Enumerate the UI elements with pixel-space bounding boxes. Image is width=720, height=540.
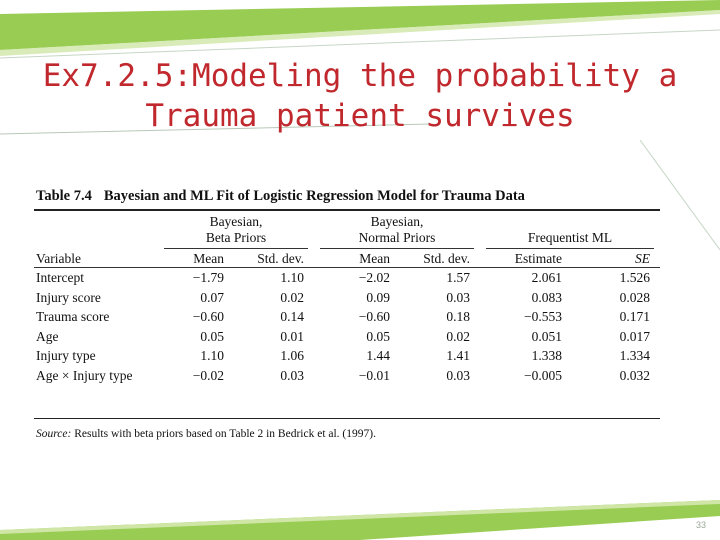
cell-beta-sd: 0.02	[280, 289, 304, 305]
col-ml-se: SE	[635, 251, 650, 266]
cell-norm-sd: 1.41	[446, 348, 470, 363]
table-number: Table 7.4	[36, 188, 92, 204]
right-decoration	[640, 140, 720, 251]
cell-norm-mean: −0.60	[358, 309, 390, 324]
cell-variable: Age	[36, 328, 59, 344]
cell-norm-sd: 0.18	[446, 309, 470, 324]
cell-norm-mean: −0.01	[358, 367, 390, 383]
title-underline-decoration	[0, 123, 431, 135]
cell-norm-sd: 1.57	[446, 270, 470, 285]
cell-ml-est: −0.005	[524, 367, 562, 383]
column-header-row: Variable Mean Std. dev. Mean Std. dev. E…	[34, 251, 660, 268]
col-beta-sd: Std. dev.	[257, 251, 304, 266]
bottom-decoration	[0, 500, 720, 540]
cell-ml-se: 0.028	[619, 289, 650, 305]
cell-beta-sd: 1.10	[280, 270, 304, 285]
table-row: Trauma score −0.60 0.14 −0.60 0.18 −0.553 0.17…	[34, 307, 660, 327]
cell-variable: Age × Injury type	[36, 367, 133, 383]
table-row: Injury score 0.07 0.02 0.09 0.03 0.083 0.028	[34, 288, 660, 308]
slide-title-line2: Trauma patient survives	[145, 98, 575, 134]
cell-ml-est: 2.061	[531, 270, 562, 285]
col-ml-estimate: Estimate	[514, 251, 562, 266]
table-caption: Table 7.4 Bayesian and ML Fit of Logistic…	[36, 188, 660, 205]
cell-beta-mean: 0.07	[200, 289, 224, 305]
cell-ml-est: −0.553	[524, 309, 562, 324]
table-row: Injury type 1.10 1.06 1.44 1.41 1.338 1.334	[34, 346, 660, 366]
group-beta-priors: Bayesian, Beta Priors	[158, 214, 314, 251]
table-body: Intercept −1.79 1.10 −2.02 1.57 2.061 1.526 Inj…	[34, 268, 660, 386]
cell-ml-se: 1.334	[619, 348, 650, 363]
col-variable: Variable	[36, 251, 81, 266]
cell-beta-mean: −0.02	[192, 367, 224, 383]
cell-norm-sd: 0.02	[446, 328, 470, 344]
cell-norm-mean: 0.05	[366, 328, 390, 344]
table-row: Intercept −1.79 1.10 −2.02 1.57 2.061 1.526	[34, 268, 660, 288]
table-row: Age 0.05 0.01 0.05 0.02 0.051 0.017	[34, 327, 660, 347]
cell-beta-sd: 0.14	[280, 309, 304, 324]
top-decoration	[0, 0, 720, 59]
cell-ml-se: 0.171	[619, 309, 650, 324]
cell-beta-mean: 1.10	[200, 348, 224, 363]
cell-norm-mean: −2.02	[358, 270, 390, 285]
group-header-row: Bayesian, Beta Priors Bayesian, Normal P…	[34, 214, 660, 251]
cell-variable: Injury type	[36, 348, 96, 363]
cell-ml-se: 1.526	[619, 270, 650, 285]
cell-beta-sd: 0.01	[280, 328, 304, 344]
cell-beta-mean: −1.79	[192, 270, 224, 285]
cell-variable: Injury score	[36, 289, 101, 305]
cell-norm-sd: 0.03	[446, 289, 470, 305]
cell-beta-sd: 0.03	[280, 367, 304, 383]
cell-beta-mean: 0.05	[200, 328, 224, 344]
results-table: Bayesian, Beta Priors Bayesian, Normal P…	[34, 214, 660, 385]
cell-ml-est: 0.051	[531, 328, 562, 344]
cell-variable: Intercept	[36, 270, 84, 285]
cell-ml-est: 1.338	[531, 348, 562, 363]
slide-title: Ex7.2.5:Modeling the probability a Traum…	[40, 56, 680, 136]
cell-variable: Trauma score	[36, 309, 110, 324]
page-number: 33	[695, 520, 706, 530]
table-top-rule	[34, 209, 660, 211]
col-normal-sd: Std. dev.	[423, 251, 470, 266]
group-normal-priors: Bayesian, Normal Priors	[314, 214, 480, 251]
cell-beta-sd: 1.06	[280, 348, 304, 363]
cell-ml-se: 0.032	[619, 367, 650, 383]
cell-beta-mean: −0.60	[192, 309, 224, 324]
cell-norm-sd: 0.03	[446, 367, 470, 383]
table-source-note: Source: Results with beta priors based o…	[36, 428, 376, 440]
cell-norm-mean: 0.09	[366, 289, 390, 305]
cell-norm-mean: 1.44	[366, 348, 390, 363]
table-bottom-rule	[34, 418, 660, 419]
slide-title-line1: Ex7.2.5:Modeling the probability a	[42, 58, 678, 94]
table-row: Age × Injury type −0.02 0.03 −0.01 0.03 −0.00…	[34, 366, 660, 386]
source-text: Results with beta priors based on Table …	[74, 428, 376, 440]
source-label: Source:	[36, 428, 72, 440]
group-frequentist-ml: Frequentist ML	[480, 214, 660, 251]
cell-ml-est: 0.083	[531, 289, 562, 305]
col-normal-mean: Mean	[359, 251, 390, 266]
cell-ml-se: 0.017	[619, 328, 650, 344]
table-caption-text: Bayesian and ML Fit of Logistic Regressi…	[103, 188, 525, 204]
col-beta-mean: Mean	[193, 251, 224, 266]
